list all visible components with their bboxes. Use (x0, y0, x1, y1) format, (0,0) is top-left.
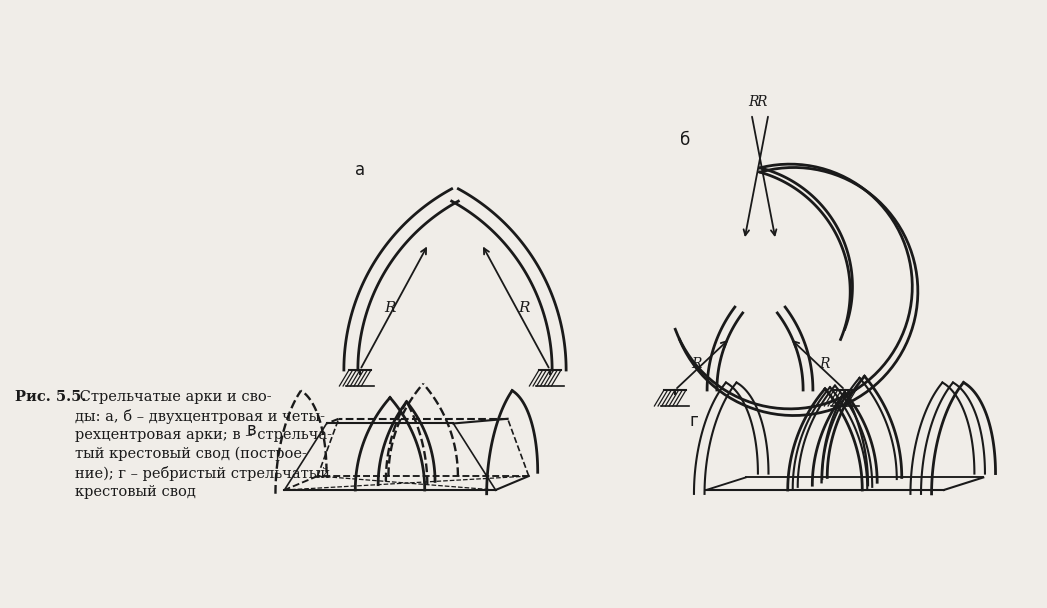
Text: а: а (355, 161, 365, 179)
Text: R: R (819, 357, 830, 371)
Text: R: R (691, 357, 701, 371)
Text: Стрельчатые арки и сво-
ды: а, б – двухцентровая и четы-
рехцентровая арки; в – : Стрельчатые арки и сво- ды: а, б – двухц… (75, 390, 332, 499)
Text: R: R (749, 95, 759, 109)
Text: R: R (518, 300, 530, 314)
Text: б: б (680, 131, 690, 149)
Text: в: в (247, 421, 257, 439)
Text: г: г (690, 412, 698, 429)
Text: R: R (384, 300, 396, 314)
Text: Рис. 5.5.: Рис. 5.5. (15, 390, 86, 404)
Text: R: R (757, 95, 767, 109)
